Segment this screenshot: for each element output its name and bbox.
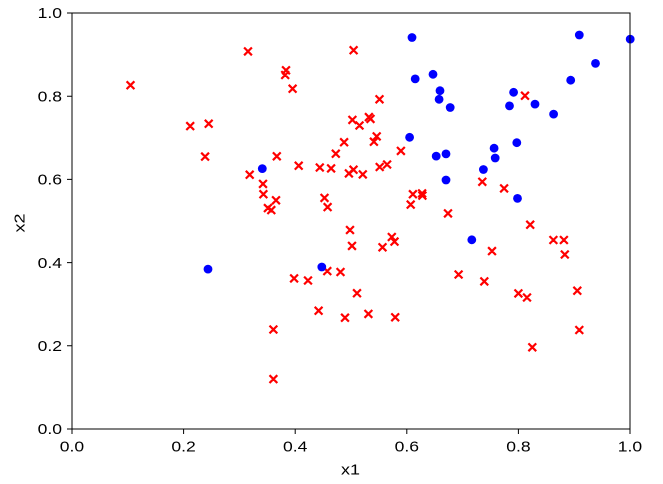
svg-text:0.2: 0.2: [38, 338, 62, 354]
svg-text:0.8: 0.8: [38, 89, 62, 105]
svg-text:0.0: 0.0: [38, 422, 62, 438]
svg-text:x1: x1: [341, 462, 360, 478]
svg-text:0.0: 0.0: [60, 439, 84, 455]
svg-text:1.0: 1.0: [38, 6, 62, 22]
svg-text:0.2: 0.2: [171, 439, 195, 455]
svg-text:0.4: 0.4: [283, 439, 307, 455]
svg-text:1.0: 1.0: [618, 439, 642, 455]
svg-text:x2: x2: [12, 214, 28, 233]
svg-text:0.6: 0.6: [38, 172, 62, 188]
svg-text:0.6: 0.6: [395, 439, 419, 455]
svg-text:0.8: 0.8: [506, 439, 530, 455]
svg-text:0.4: 0.4: [38, 255, 62, 271]
